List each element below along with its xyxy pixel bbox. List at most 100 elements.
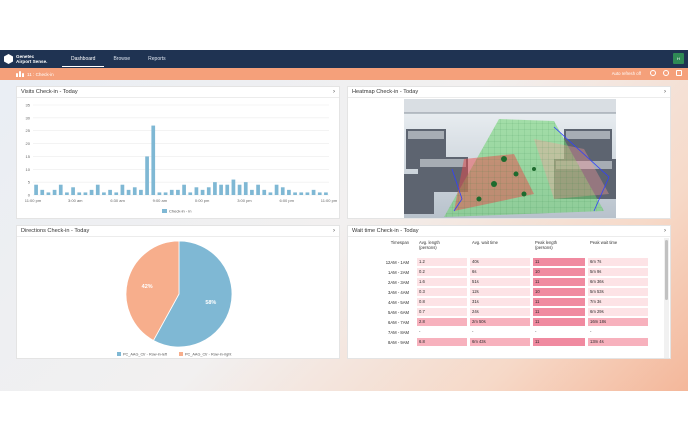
settings-icon[interactable] (663, 70, 669, 76)
bar (157, 192, 162, 195)
chevron-right-icon[interactable]: › (333, 228, 335, 234)
table-cell: 11 (533, 338, 585, 346)
column-header[interactable]: Avg. wait time (472, 240, 498, 245)
bar (71, 187, 75, 195)
logo[interactable]: Genetec Airport Sense. (4, 54, 56, 64)
add-icon[interactable] (676, 70, 682, 76)
table-cell: 0.8 (417, 298, 467, 306)
bar (194, 187, 199, 195)
bar (206, 187, 211, 195)
legend-swatch (179, 352, 183, 356)
visits-card-title: Visits Check-in - Today (17, 87, 339, 98)
chevron-right-icon[interactable]: › (664, 89, 666, 95)
x-tick-label: 3:00 am (68, 198, 83, 203)
table-row: 4AM - 5AM 0.8 31s 11 7m 3s (362, 297, 664, 307)
nav-dashboard[interactable]: Dashboard (62, 51, 105, 67)
bar (200, 189, 205, 195)
table-cell: 0.7 (417, 308, 467, 316)
x-tick-label: 0:00 pm (195, 198, 210, 203)
heatmap-card: Heatmap Check-in - Today › (347, 86, 671, 219)
heatmap-card-title: Heatmap Check-in - Today (348, 87, 670, 98)
visits-bar-chart: 0 5 10 15 20 25 30 35 11:00 pm 3:00 am 6:30 am 9:00… (25, 103, 338, 214)
column-header[interactable]: Peak wait time (590, 240, 618, 245)
heatmap-image (404, 99, 616, 218)
bar (231, 179, 236, 195)
bar (305, 192, 310, 195)
bar (114, 192, 119, 195)
table-cell: 2AM - 3AM (388, 279, 409, 285)
table-cell: 6m 7s (588, 258, 648, 266)
nav-reports[interactable]: Reports (148, 56, 166, 62)
bar (95, 184, 100, 195)
legend-label: PC_AAG_Ctr - Row-in-right (185, 352, 232, 356)
legend-label: PC_AAG_Ctr - Row-in-left (123, 352, 168, 356)
nav-browse[interactable]: Browse (113, 56, 131, 62)
chevron-right-icon[interactable]: › (333, 89, 335, 95)
auto-refresh-label[interactable]: Auto refresh off (611, 70, 641, 76)
column-header[interactable]: Avg. length (persons) (419, 240, 440, 250)
table-cell: 5AM - 6AM (388, 309, 409, 315)
bar (126, 189, 131, 195)
table-cell: 16m 18s (588, 318, 648, 326)
bar (188, 192, 193, 195)
table-cell: 1AM - 2AM (388, 269, 409, 275)
table-row: 5AM - 6AM 0.7 24s 11 6m 29s (362, 307, 664, 317)
table-cell: 10 (533, 288, 585, 296)
table-cell: 6.8 (417, 338, 467, 346)
column-header[interactable]: Peak length (persons) (535, 240, 558, 250)
table-cell: 13m 4s (588, 338, 648, 346)
y-tick-label: 10 (26, 167, 31, 172)
directions-card-title: Directions Check-in - Today (17, 226, 339, 237)
x-tick-label: 6:30 am (110, 198, 125, 203)
chevron-right-icon[interactable]: › (664, 228, 666, 234)
bar (108, 189, 112, 195)
breadcrumb: 11 : Check-in (27, 71, 54, 77)
pie-label: 42% (142, 284, 153, 290)
table-cell: 11 (533, 298, 585, 306)
bar (65, 192, 69, 195)
bar (182, 184, 186, 195)
user-avatar[interactable]: H (673, 53, 684, 64)
bar (102, 192, 106, 195)
genetec-logo-icon (4, 54, 13, 64)
scrollbar[interactable] (664, 238, 669, 358)
bar (132, 187, 137, 195)
column-header[interactable]: Timespan (390, 240, 409, 245)
bar (46, 192, 51, 195)
scrollbar-thumb[interactable] (665, 240, 668, 300)
refresh-icon[interactable] (650, 70, 656, 76)
table-cell: 2.8 (417, 318, 467, 326)
bar (262, 189, 267, 195)
logo-line1: Genetec (16, 54, 35, 59)
table-cell: 7m 3s (588, 298, 648, 306)
y-tick-label: 35 (26, 103, 31, 108)
legend-label: Check-in - in (169, 209, 191, 214)
table-cell: 11 (533, 308, 585, 316)
pie-slice (152, 240, 233, 348)
table-row: 7AM - 8AM - - - - (362, 327, 664, 337)
bar (83, 192, 88, 195)
x-tick-label: 9:00 am (153, 198, 168, 203)
bar (120, 184, 125, 195)
table-cell: 6m 43s (470, 338, 530, 346)
table-cell: - (472, 329, 474, 334)
legend-swatch (162, 209, 167, 213)
legend-swatch (117, 352, 121, 356)
table-row: 8AM - 9AM 6.8 6m 43s 11 13m 4s (362, 337, 664, 347)
table-cell: 7AM - 8AM (388, 329, 409, 335)
bar (213, 182, 217, 195)
bar (299, 192, 304, 195)
bar (145, 156, 149, 195)
bar (77, 192, 82, 195)
x-tick-label: 6:00 pm (279, 198, 294, 203)
table-cell: 0.3 (417, 288, 467, 296)
y-tick-label: 5 (28, 180, 31, 185)
x-tick-label: 11:00 pm (25, 198, 42, 203)
bar (268, 192, 273, 195)
table-cell: 1.2 (417, 258, 467, 266)
bar (89, 189, 94, 195)
bar (274, 184, 279, 195)
main-nav: Dashboard Browse Reports (62, 50, 175, 68)
table-cell: 10 (533, 268, 585, 276)
table-row: 6AM - 7AM 2.8 2m 50s 11 16m 18s (362, 317, 664, 327)
